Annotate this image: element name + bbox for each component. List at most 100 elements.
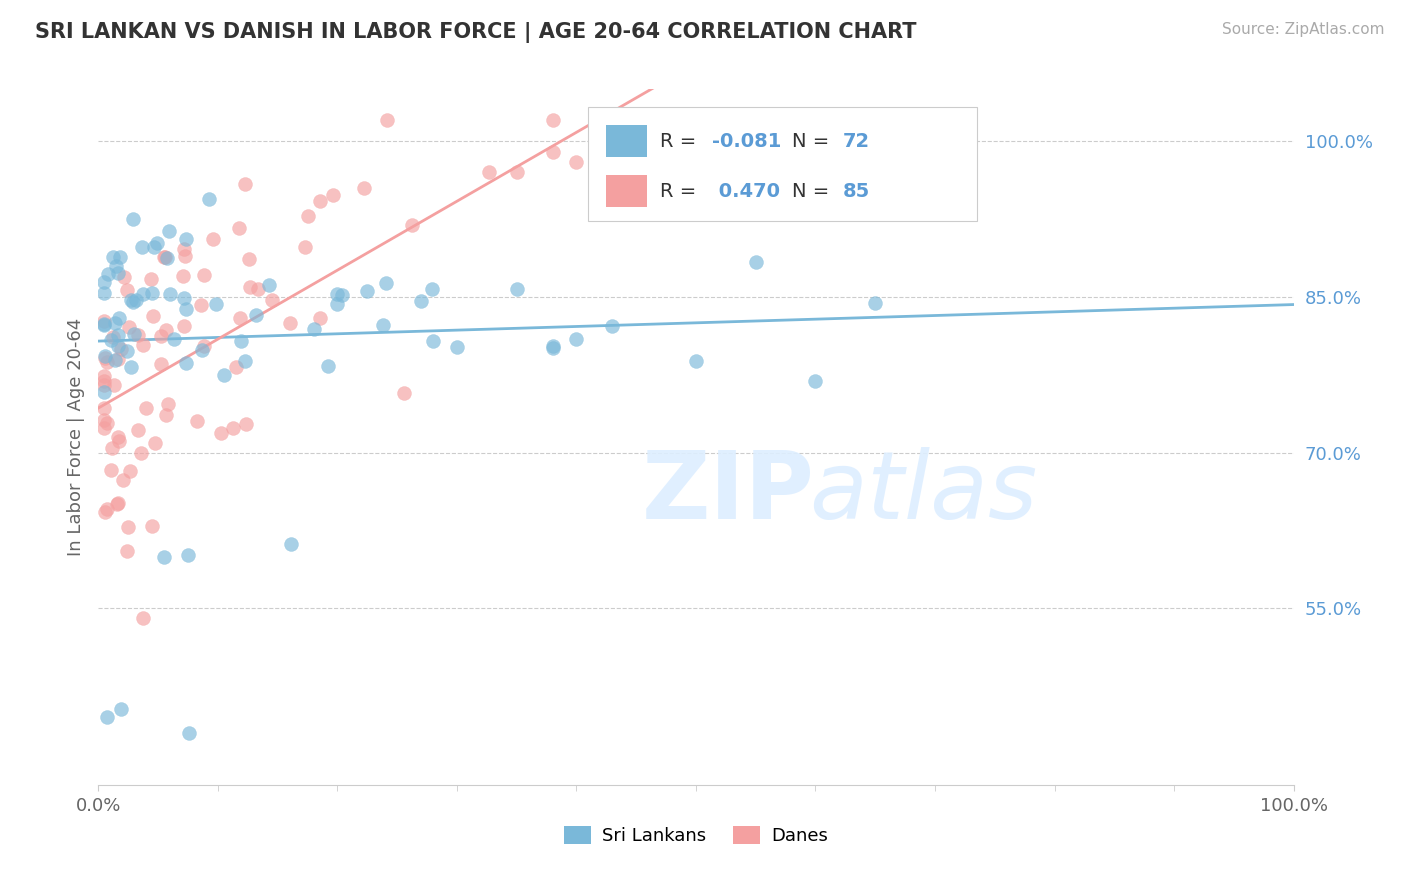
Point — [257, 278, 280, 293]
Text: 0.470: 0.470 — [711, 182, 779, 201]
Point — [120, 293, 142, 308]
Point — [108, 250, 131, 264]
Point — [93, 384, 115, 399]
Point — [122, 211, 145, 226]
Point — [157, 397, 180, 411]
Legend: Sri Lankans, Danes: Sri Lankans, Danes — [557, 819, 835, 853]
Point — [101, 330, 124, 344]
Point — [108, 311, 131, 326]
Point — [110, 342, 132, 356]
Point — [103, 378, 125, 392]
Point — [155, 323, 177, 337]
Point — [152, 550, 174, 565]
Point — [97, 268, 120, 282]
Point — [131, 338, 153, 352]
Text: R =: R = — [661, 132, 703, 151]
Point — [422, 282, 444, 296]
Text: atlas: atlas — [810, 447, 1038, 538]
Point — [229, 311, 252, 326]
Point — [238, 252, 260, 266]
Point — [228, 221, 250, 235]
Point — [100, 333, 122, 347]
Point — [235, 417, 257, 431]
Point — [108, 434, 131, 448]
Point — [159, 287, 181, 301]
Point — [107, 497, 129, 511]
Point — [205, 297, 228, 311]
Point — [371, 318, 394, 332]
Point — [177, 548, 200, 562]
Point — [122, 327, 145, 342]
Point — [626, 113, 648, 128]
FancyBboxPatch shape — [588, 106, 977, 221]
Point — [174, 301, 197, 316]
Point — [93, 285, 115, 300]
Point — [245, 308, 267, 322]
Point — [262, 293, 284, 307]
Point — [93, 314, 115, 328]
Point — [233, 177, 256, 191]
Point — [93, 378, 115, 392]
Point — [142, 310, 165, 324]
Point — [107, 352, 129, 367]
Point — [153, 251, 176, 265]
Point — [118, 320, 141, 334]
Point — [173, 319, 195, 334]
Point — [804, 374, 827, 388]
Point — [139, 271, 162, 285]
Point — [141, 286, 163, 301]
Text: SRI LANKAN VS DANISH IN LABOR FORCE | AGE 20-64 CORRELATION CHART: SRI LANKAN VS DANISH IN LABOR FORCE | AG… — [35, 22, 917, 44]
Point — [308, 194, 330, 208]
Point — [104, 316, 127, 330]
Text: ZIP: ZIP — [643, 447, 815, 539]
Point — [135, 401, 157, 416]
Point — [172, 269, 194, 284]
Text: 72: 72 — [844, 132, 870, 151]
Point — [422, 334, 444, 348]
FancyBboxPatch shape — [606, 126, 647, 157]
Point — [125, 293, 148, 307]
Point — [115, 343, 138, 358]
Point — [101, 250, 124, 264]
Point — [145, 235, 167, 250]
Point — [127, 423, 149, 437]
Point — [110, 701, 132, 715]
Point — [322, 187, 344, 202]
Point — [375, 276, 398, 290]
Point — [142, 240, 165, 254]
Point — [278, 316, 301, 330]
Point — [93, 401, 115, 416]
Point — [94, 349, 117, 363]
Point — [401, 218, 423, 232]
Point — [330, 288, 353, 302]
Point — [107, 496, 129, 510]
Point — [157, 224, 180, 238]
Point — [107, 266, 129, 280]
Point — [173, 242, 195, 256]
Point — [96, 355, 118, 369]
Point — [661, 113, 683, 128]
Point — [93, 318, 115, 332]
Point — [280, 537, 302, 551]
Point — [122, 295, 145, 310]
Point — [392, 386, 415, 401]
Point — [163, 332, 186, 346]
Point — [246, 282, 269, 296]
Point — [177, 726, 200, 740]
Point — [202, 232, 225, 246]
Point — [685, 119, 707, 133]
Point — [239, 279, 262, 293]
Point — [111, 474, 134, 488]
Point — [356, 284, 378, 298]
Point — [145, 436, 167, 450]
Point — [235, 353, 257, 368]
Text: R =: R = — [661, 182, 703, 201]
Point — [214, 368, 236, 382]
Point — [316, 359, 339, 373]
Point — [129, 446, 152, 460]
Point — [506, 282, 529, 296]
Point — [132, 287, 155, 301]
Point — [174, 232, 197, 246]
Point — [93, 413, 115, 427]
Point — [589, 145, 612, 160]
